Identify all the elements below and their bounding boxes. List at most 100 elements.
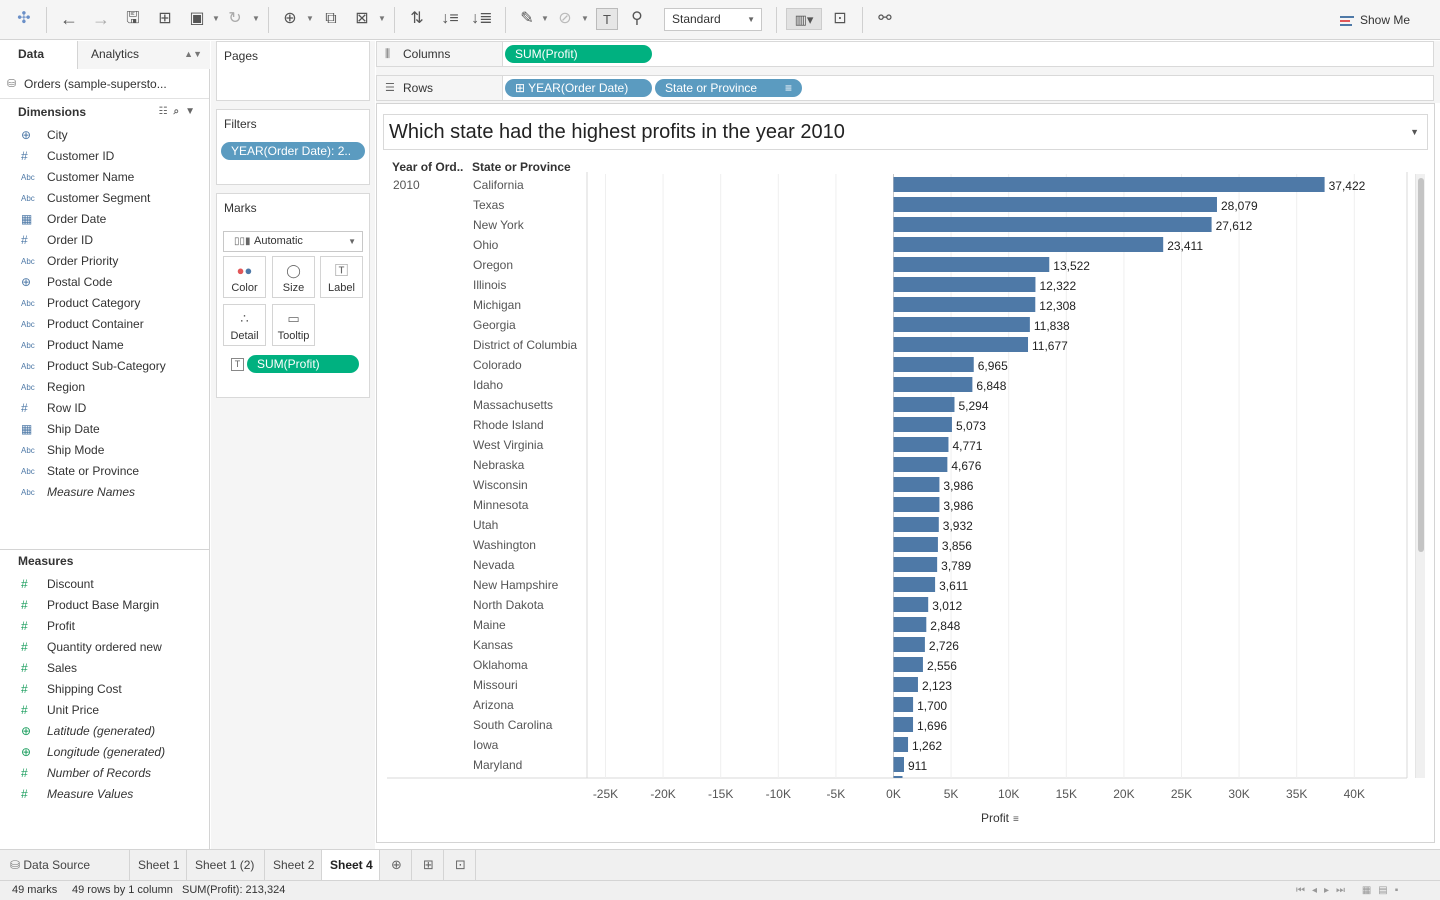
field-item[interactable]: Abc Customer Segment	[0, 188, 209, 209]
columns-pill[interactable]: SUM(Profit)	[505, 45, 652, 63]
swap-pane-icon[interactable]: ▲▼	[184, 49, 202, 59]
field-item[interactable]: # Product Base Margin	[0, 595, 209, 616]
new-worksheet-caret-icon[interactable]: ▼	[306, 14, 314, 23]
year-value[interactable]: 2010	[393, 178, 420, 192]
pause-updates-icon[interactable]: ▣	[189, 10, 205, 27]
state-label[interactable]: Utah	[473, 518, 499, 532]
tab-analytics[interactable]: Analytics ▲▼	[78, 41, 210, 69]
field-item[interactable]: ▦ Ship Date	[0, 419, 209, 440]
state-label[interactable]: Maryland	[473, 758, 523, 772]
tab-sheet-1-2[interactable]: Sheet 1 (2)	[187, 850, 265, 880]
sort-ascending-icon[interactable]: ↓≡	[441, 10, 459, 27]
state-label[interactable]: Oklahoma	[473, 658, 528, 672]
columns-shelf[interactable]: ⫼ Columns SUM(Profit)	[376, 41, 1434, 67]
tooltip-button[interactable]: ▭ Tooltip	[272, 304, 315, 346]
state-label[interactable]: Arizona	[473, 698, 514, 712]
state-label[interactable]: New Hampshire	[473, 578, 559, 592]
new-story-icon[interactable]: ⊡	[446, 850, 476, 880]
save-icon[interactable]: 🖫	[126, 10, 140, 27]
refresh-caret-icon[interactable]: ▼	[252, 14, 260, 23]
state-label[interactable]: Ohio	[473, 238, 499, 252]
field-item[interactable]: Abc Region	[0, 377, 209, 398]
group-icon[interactable]: ⊘	[558, 10, 572, 27]
tab-data[interactable]: Data	[0, 41, 78, 69]
presentation-icon[interactable]: ⊡	[833, 10, 847, 27]
state-label[interactable]: West Virginia	[473, 438, 544, 452]
field-item[interactable]: # Row ID	[0, 398, 209, 419]
axis-title[interactable]: Profit ≡	[981, 811, 1019, 825]
new-worksheet-icon[interactable]: ⊕	[382, 850, 412, 880]
sort-icon[interactable]: ≡	[1013, 814, 1019, 825]
field-item[interactable]: # Order ID	[0, 230, 209, 251]
filters-card[interactable]: Filters YEAR(Order Date): 2..	[216, 109, 370, 185]
pages-card[interactable]: Pages	[216, 41, 370, 101]
field-item[interactable]: # Unit Price	[0, 700, 209, 721]
state-label[interactable]: Wisconsin	[473, 478, 528, 492]
field-item[interactable]: Abc Product Sub-Category	[0, 356, 209, 377]
field-item[interactable]: # Measure Values	[0, 784, 209, 805]
state-label[interactable]: Kansas	[473, 638, 514, 652]
field-item[interactable]: # Customer ID	[0, 146, 209, 167]
scrollbar-thumb[interactable]	[1418, 178, 1424, 552]
state-label[interactable]: Georgia	[473, 318, 516, 332]
new-worksheet-icon[interactable]: ⊕	[283, 10, 297, 27]
field-item[interactable]: ▦ Order Date	[0, 209, 209, 230]
tab-sheet-4[interactable]: Sheet 4	[322, 850, 380, 880]
sort-descending-icon[interactable]: ↓≣	[471, 10, 493, 27]
group-caret-icon[interactable]: ▼	[581, 14, 589, 23]
field-item[interactable]: Abc Customer Name	[0, 167, 209, 188]
rows-pill-year[interactable]: ⊞ YEAR(Order Date)	[505, 79, 652, 97]
chevron-down-icon[interactable]: ▼	[1410, 127, 1419, 137]
state-label[interactable]: California	[473, 178, 524, 192]
worksheet-title[interactable]: Which state had the highest profits in t…	[383, 114, 1428, 150]
new-dashboard-icon[interactable]: ⊞	[414, 850, 444, 880]
mark-type-select[interactable]: ▯▯▮ Automatic ▼	[223, 231, 363, 252]
field-item[interactable]: Abc Order Priority	[0, 251, 209, 272]
field-item[interactable]: ⊕ Longitude (generated)	[0, 742, 209, 763]
state-label[interactable]: New York	[473, 218, 524, 232]
clear-sheet-caret-icon[interactable]: ▼	[378, 14, 386, 23]
pause-updates-caret-icon[interactable]: ▼	[212, 14, 220, 23]
vertical-scrollbar[interactable]	[1415, 174, 1425, 778]
state-label[interactable]: Colorado	[473, 358, 522, 372]
detail-button[interactable]: ∴ Detail	[223, 304, 266, 346]
label-pill[interactable]: SUM(Profit)	[247, 355, 359, 373]
state-label[interactable]: Iowa	[473, 738, 499, 752]
size-button[interactable]: ◯ Size	[272, 256, 315, 298]
field-item[interactable]: Abc Measure Names	[0, 482, 209, 503]
highlight-icon[interactable]: ✎	[520, 10, 534, 27]
clear-sheet-icon[interactable]: ⊠	[355, 10, 369, 27]
fix-axes-icon[interactable]: ⚲	[631, 10, 643, 27]
state-label[interactable]: Rhode Island	[473, 418, 544, 432]
color-button[interactable]: ●● Color	[223, 256, 266, 298]
state-label[interactable]: Washington	[473, 538, 536, 552]
fit-icon[interactable]: ▥▾	[786, 8, 822, 30]
tab-sheet-2[interactable]: Sheet 2	[265, 850, 322, 880]
state-label[interactable]: Nebraska	[473, 458, 525, 472]
show-me-button[interactable]: Show Me	[1340, 10, 1410, 30]
field-item[interactable]: Abc Product Name	[0, 335, 209, 356]
share-icon[interactable]: ⚯	[878, 10, 892, 27]
state-label[interactable]: District of Columbia	[473, 338, 578, 352]
field-item[interactable]: # Shipping Cost	[0, 679, 209, 700]
state-label[interactable]: Minnesota	[473, 498, 529, 512]
field-item[interactable]: # Profit	[0, 616, 209, 637]
field-item[interactable]: # Number of Records	[0, 763, 209, 784]
field-item[interactable]: ⊕ Latitude (generated)	[0, 721, 209, 742]
state-label[interactable]: North Dakota	[473, 598, 544, 612]
rows-pill-state[interactable]: State or Province ≡	[655, 79, 802, 97]
header-state[interactable]: State or Province	[472, 160, 571, 174]
state-label[interactable]: Nevada	[473, 558, 515, 572]
state-label[interactable]: South Carolina	[473, 718, 553, 732]
field-item[interactable]: Abc Product Category	[0, 293, 209, 314]
tab-data-source[interactable]: ⛁ Data Source	[0, 850, 130, 880]
show-labels-icon[interactable]: T	[596, 8, 618, 30]
swap-icon[interactable]: ⇅	[410, 10, 424, 27]
state-label[interactable]: Idaho	[473, 378, 504, 392]
field-item[interactable]: # Quantity ordered new	[0, 637, 209, 658]
field-item[interactable]: Abc Product Container	[0, 314, 209, 335]
status-nav-icons[interactable]: ⏮◂▸⏭ ▦▤▪	[1296, 885, 1406, 896]
datasource-item[interactable]: ⛁ Orders (sample-supersto...	[0, 69, 209, 99]
header-year[interactable]: Year of Ord..	[392, 160, 464, 174]
rows-shelf[interactable]: ☰ Rows ⊞ YEAR(Order Date) State or Provi…	[376, 75, 1434, 101]
